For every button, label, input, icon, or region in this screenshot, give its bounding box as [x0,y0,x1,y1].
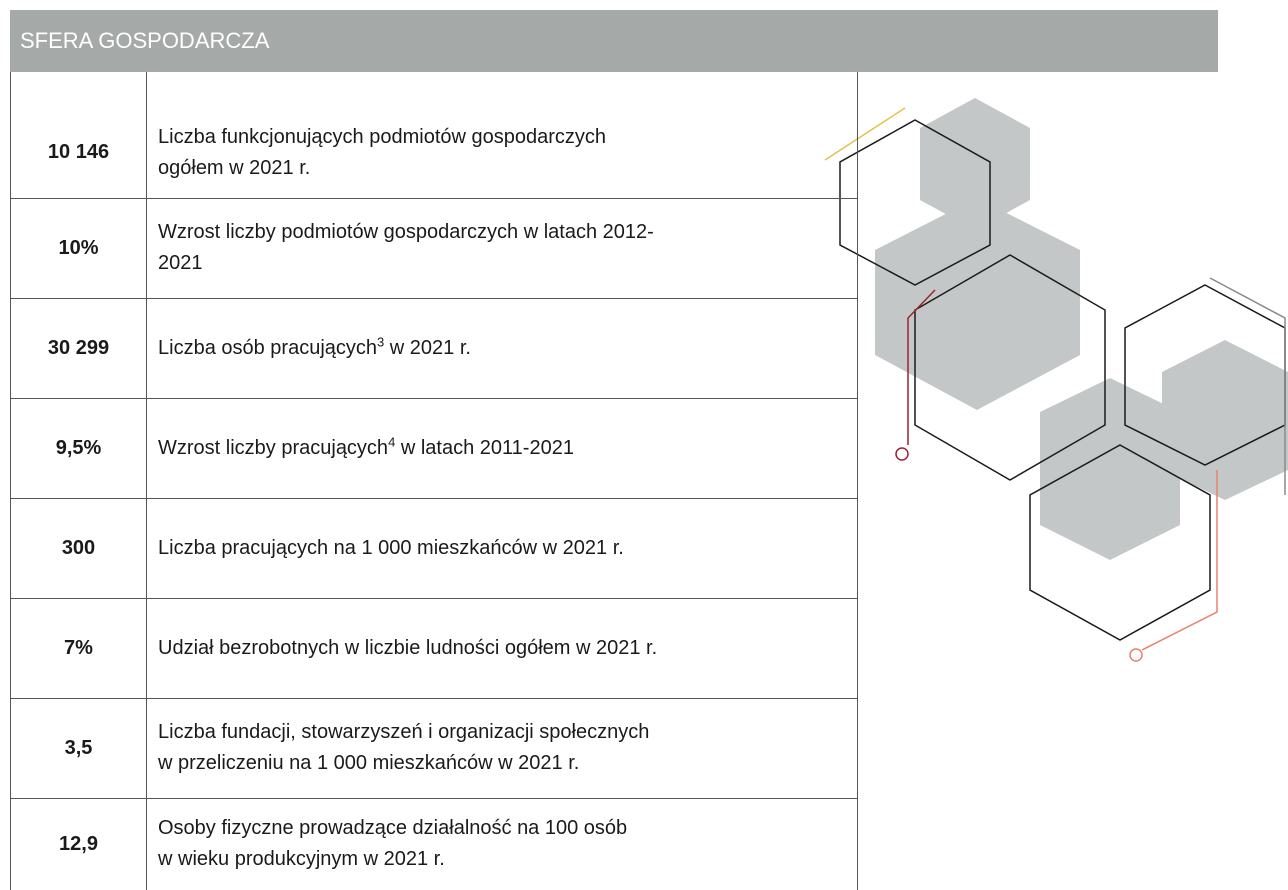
accent-line [1209,277,1286,495]
accent-line [907,289,936,445]
value-cell: 3,5 [10,698,147,799]
description-line: Liczba funkcjonujących podmiotów gospoda… [158,125,607,148]
description-cell: Liczba fundacji, stowarzyszeń i organiza… [146,698,858,799]
description-line: Wzrost liczby pracujących4 w latach 2011… [158,433,857,464]
value-cell: 7% [10,598,147,699]
table-row: 300 Liczba pracujących na 1 000 mieszkańc… [10,498,858,599]
header-title: SFERA GOSPODARCZA [20,28,270,53]
description-line: Liczba pracujących na 1 000 mieszkańców … [158,536,624,559]
description-line: Wzrost liczby podmiotów gospodarczych w … [158,221,654,243]
value-cell: 10 146 [10,72,147,199]
description-line: Liczba osób pracujących3 w 2021 r. [158,333,857,364]
table-row: 7% Udział bezrobotnych w liczbie ludności… [10,598,858,699]
accent-circle [1129,648,1143,662]
value-cell: 30 299 [10,298,147,399]
description-text: w latach 2011-2021 [395,436,574,459]
description-cell: Liczba osób pracujących3 w 2021 r. [146,298,858,399]
table-row: 10% Wzrost liczby podmiotów gospodarczych… [10,198,858,299]
description-line: 2021 [158,252,203,274]
description-line: w wieku produkcyjnym w 2021 r. [158,848,445,871]
description-text: Wzrost liczby pracujących [158,436,389,459]
table-row: 9,5% Wzrost liczby pracujących4 w latach … [10,398,858,499]
table-row: 10 146 Liczba funkcjonujących podmiotów g… [10,72,858,199]
description-line: Liczba fundacji, stowarzyszeń i organiza… [158,721,650,743]
hexagon [1029,444,1211,641]
table-row: 12,9 Osoby fizyczne prowadzące działalnoś… [10,798,858,890]
value-cell: 10% [10,198,147,299]
description-line: w przeliczeniu na 1 000 mieszkańców w 20… [158,752,580,774]
description-text: Liczba osób pracujących [158,336,378,359]
description-cell: Liczba funkcjonujących podmiotów gospoda… [146,72,858,199]
description-cell: Udział bezrobotnych w liczbie ludności o… [146,598,858,699]
table-row: 30 299 Liczba osób pracujących3 w 2021 r. [10,298,858,399]
hexagon [1040,378,1180,560]
value-cell: 9,5% [10,398,147,499]
description-cell: Osoby fizyczne prowadzące działalność na… [146,798,858,890]
description-line: Osoby fizyczne prowadzące działalność na… [158,817,628,840]
footnote-mark: 3 [377,333,385,349]
description-line: ogółem w 2021 r. [158,156,311,179]
accent-circle [895,447,909,461]
footnote-mark: 4 [388,433,396,449]
value-cell: 300 [10,498,147,599]
hexagon [875,198,1080,410]
description-cell: Wzrost liczby pracujących4 w latach 2011… [146,398,858,499]
data-table: 10 146 Liczba funkcjonujących podmiotów g… [10,72,858,890]
accent-line [1141,470,1218,651]
value-cell: 12,9 [10,798,147,890]
table-row: 3,5 Liczba fundacji, stowarzyszeń i organ… [10,698,858,799]
description-cell: Wzrost liczby podmiotów gospodarczych w … [146,198,858,299]
description-text: w 2021 r. [384,336,471,359]
hexagon [1162,340,1288,500]
header-bar: SFERA GOSPODARCZA [10,10,1218,72]
hexagon [920,98,1030,230]
description-cell: Liczba pracujących na 1 000 mieszkańców … [146,498,858,599]
description-line: Udział bezrobotnych w liczbie ludności o… [158,636,658,659]
